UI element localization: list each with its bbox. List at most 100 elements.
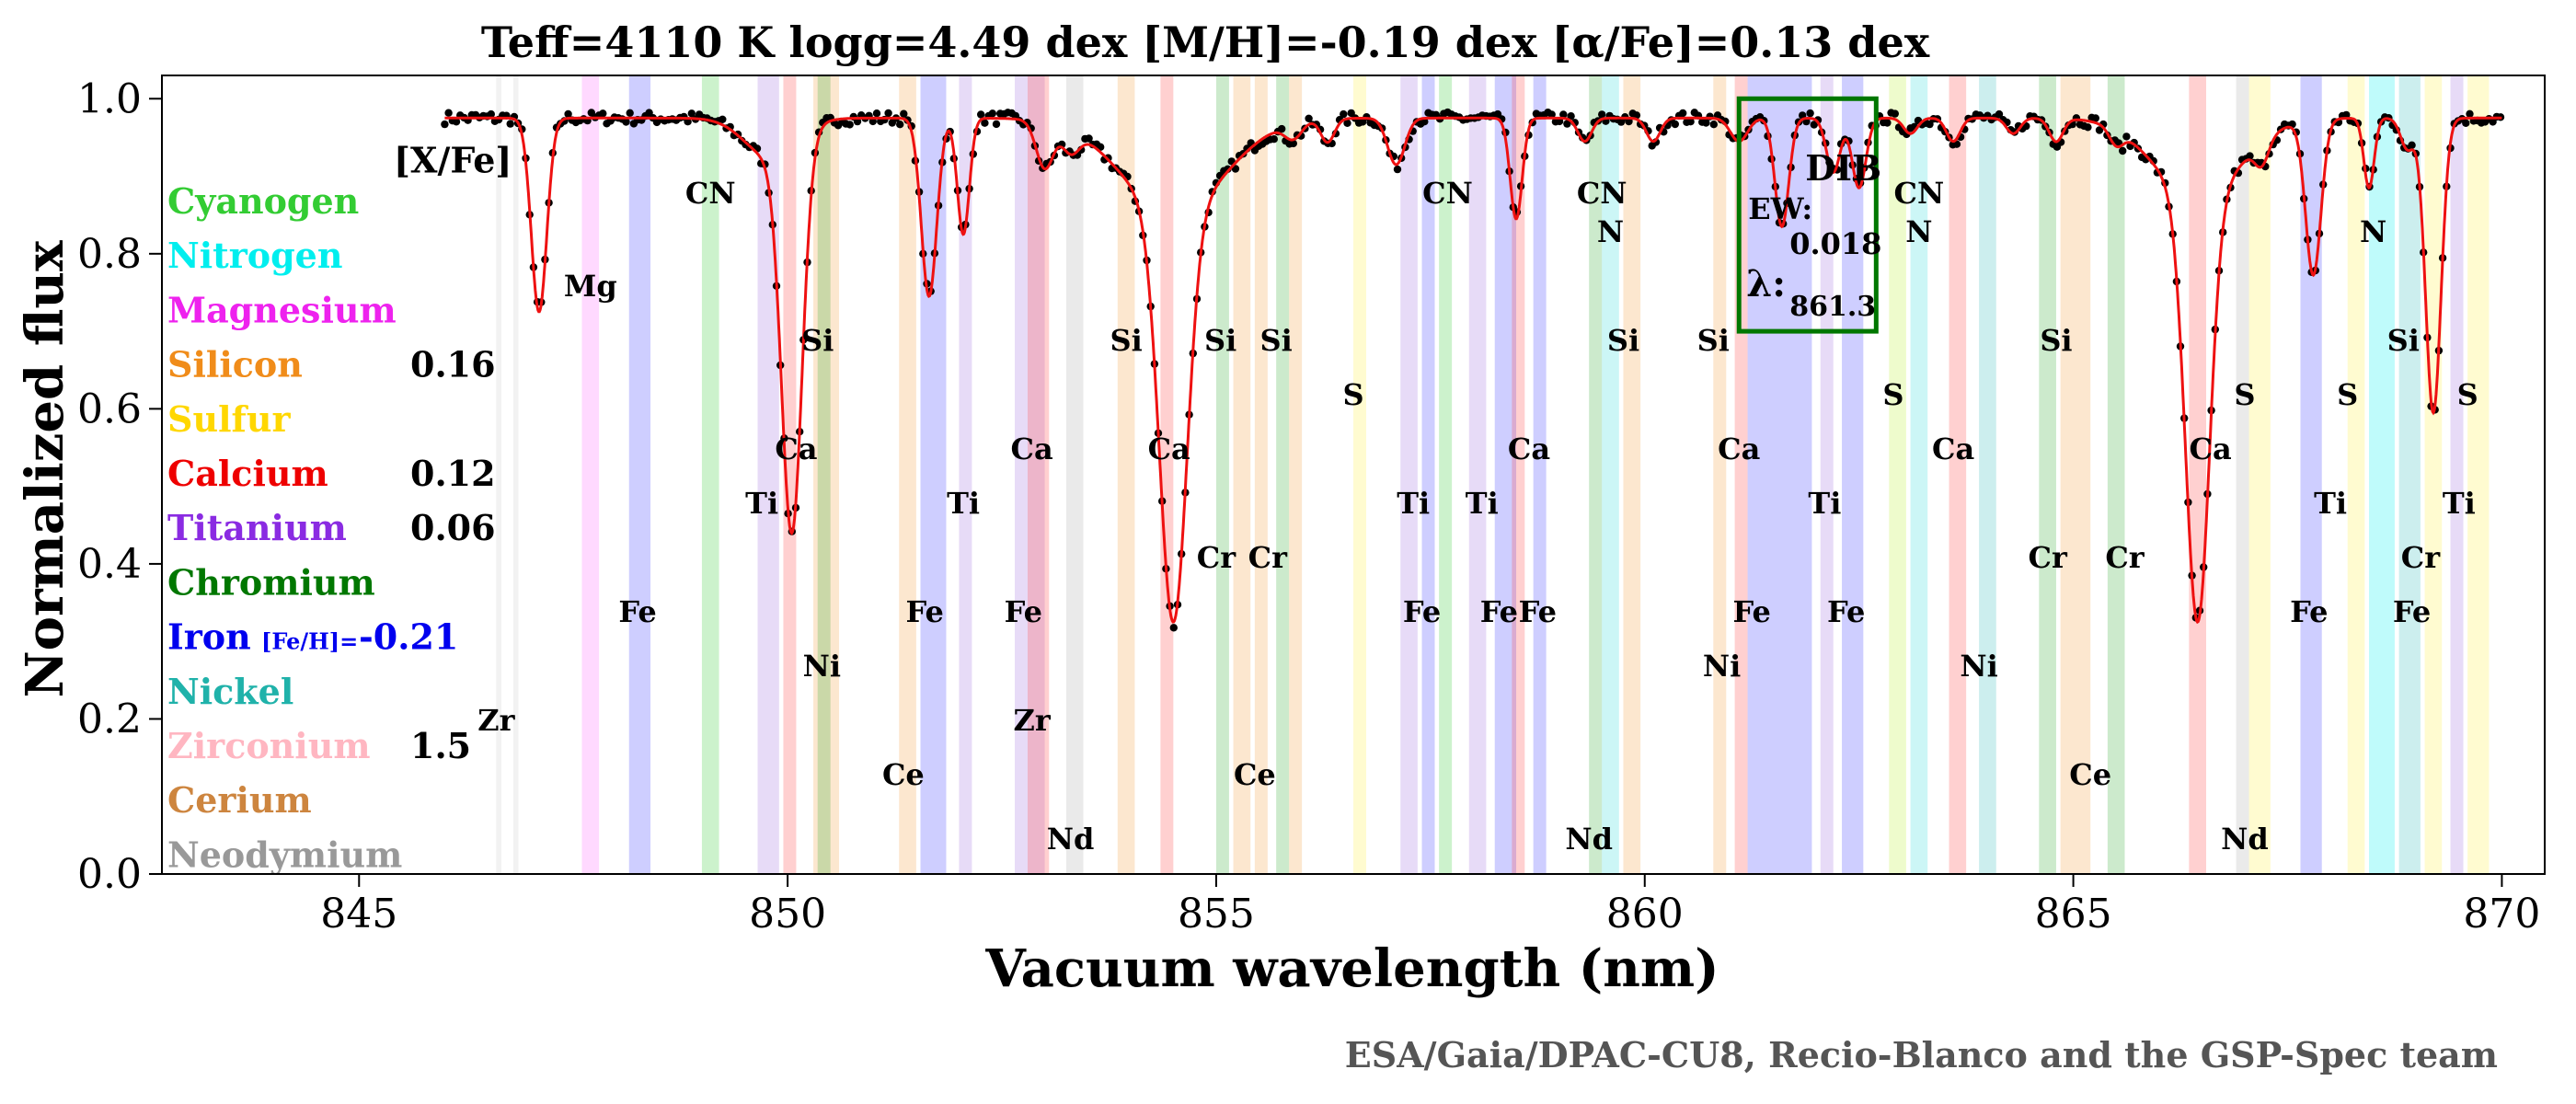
observed-flux-point (845, 121, 854, 129)
xfe-header: [X/Fe] (394, 139, 512, 180)
element-line-label: Ca (1508, 431, 1550, 466)
element-line-label: S (2337, 377, 2358, 412)
element-line-label: Ca (1718, 431, 1760, 466)
element-line-label: Ni (1703, 649, 1741, 684)
dib-box-frame (1736, 96, 1879, 334)
element-band (1233, 75, 1251, 874)
element-line-label: CN (1577, 176, 1627, 211)
observed-flux-point (1883, 119, 1892, 127)
observed-flux-point (506, 120, 514, 128)
element-band (2039, 75, 2056, 874)
observed-flux-point (719, 115, 727, 123)
legend-abundance-value: -0.21 (359, 616, 458, 658)
element-band (1623, 75, 1641, 874)
observed-flux-point (441, 120, 449, 129)
legend-element-name: Chromium (167, 561, 375, 603)
element-band (1014, 75, 1045, 874)
element-band (899, 75, 916, 874)
observed-flux-point (2466, 109, 2474, 118)
element-line-label: Nd (1047, 822, 1095, 857)
element-band (2450, 75, 2464, 874)
element-band (2107, 75, 2125, 874)
chart-title: Teff=4110 K logg=4.49 dex [M/H]=-0.19 de… (481, 17, 1930, 67)
y-tick-label: 0.6 (77, 385, 142, 432)
element-line-label: Si (1204, 323, 1236, 358)
element-line-label: Ti (1466, 486, 1499, 521)
element-line-label: Ca (1011, 431, 1053, 466)
element-line-label: Ni (803, 649, 841, 684)
observed-flux-point (2122, 132, 2131, 141)
x-tick-label: 865 (2035, 891, 2112, 937)
element-band (2424, 75, 2443, 874)
element-line-label: CN (685, 176, 736, 211)
legend-abundance-value: 0.12 (410, 453, 496, 494)
y-axis-label: Normalized flux (15, 240, 75, 698)
element-line-label: N (1905, 214, 1932, 249)
y-tick-label: 0.8 (77, 231, 142, 278)
legend-element-name: Nickel (167, 671, 293, 712)
dib-ew-value: 0.018 (1789, 226, 1881, 261)
element-line-label: Ti (2443, 486, 2476, 521)
element-line-label: S (1882, 377, 1903, 412)
observed-flux-point (1169, 624, 1179, 632)
element-band (701, 75, 719, 874)
observed-flux-point (1563, 120, 1571, 128)
element-line-label: Ce (882, 757, 925, 792)
credit-text: ESA/Gaia/DPAC-CU8, Recio-Blanco and the … (1345, 1034, 2498, 1075)
observed-flux-point (2246, 152, 2254, 160)
observed-flux-point (1891, 109, 1899, 118)
element-line-label: Ca (2190, 431, 2232, 466)
observed-flux-point (2119, 146, 2127, 155)
element-band (1439, 75, 1453, 874)
legend-element-name: Neodymium (167, 834, 402, 875)
x-tick-label: 870 (2463, 891, 2540, 937)
observed-flux-point (1679, 109, 1687, 118)
element-line-label: Ti (947, 486, 980, 521)
element-line-label: Si (1110, 323, 1142, 358)
element-line-label: S (1342, 377, 1363, 412)
element-band (1353, 75, 1366, 874)
observed-flux-point (1085, 134, 1093, 143)
legend-element-name: Titanium (167, 507, 347, 548)
observed-flux-point (599, 109, 607, 118)
element-band (2467, 75, 2490, 874)
observed-flux-point (977, 110, 985, 119)
element-line-label: Si (1607, 323, 1639, 358)
element-line-label: Zr (477, 703, 515, 738)
element-band (1602, 75, 1619, 874)
element-line-label: Nd (1565, 822, 1613, 857)
legend-element-subscript: [Fe/H]= (261, 628, 358, 655)
element-band (628, 75, 651, 874)
element-line-label: Cr (2105, 540, 2145, 575)
observed-flux-point (2408, 141, 2416, 149)
observed-flux-point (1702, 119, 1710, 127)
dib-lambda-value: 861.3 (1789, 291, 1876, 323)
spectrum-curves (441, 108, 2505, 632)
observed-flux-point (444, 109, 453, 117)
element-line-label: Fe (1733, 594, 1771, 629)
element-band (2300, 75, 2322, 874)
element-band (1910, 75, 1928, 874)
element-band (920, 75, 947, 874)
legend-element-name: Cyanogen (167, 180, 359, 222)
axes: 845 850 855 860 865 870 0.0 0.2 0.4 0.6 0.8 1.0 (77, 75, 2540, 937)
observed-flux-point (1686, 118, 1695, 126)
element-band (581, 75, 600, 874)
x-tick-label: 845 (320, 891, 397, 937)
legend-abundance-value: 0.06 (410, 507, 496, 548)
element-band (1589, 75, 1603, 874)
synthetic-spectrum-line (444, 116, 2502, 625)
x-tick-label: 855 (1178, 891, 1255, 937)
element-band (2398, 75, 2421, 874)
observed-flux-point (2095, 126, 2104, 134)
element-band (2248, 75, 2271, 874)
element-band (1215, 75, 1229, 874)
element-band (1533, 75, 1547, 874)
observed-flux-point (884, 109, 892, 118)
observed-flux-point (1995, 109, 2004, 119)
legend-element-name: Cerium (167, 779, 312, 821)
element-band (1747, 75, 1812, 874)
dib-label: DIB (1805, 147, 1881, 189)
element-band (512, 75, 519, 874)
legend-element-name: Calcium (167, 453, 328, 494)
